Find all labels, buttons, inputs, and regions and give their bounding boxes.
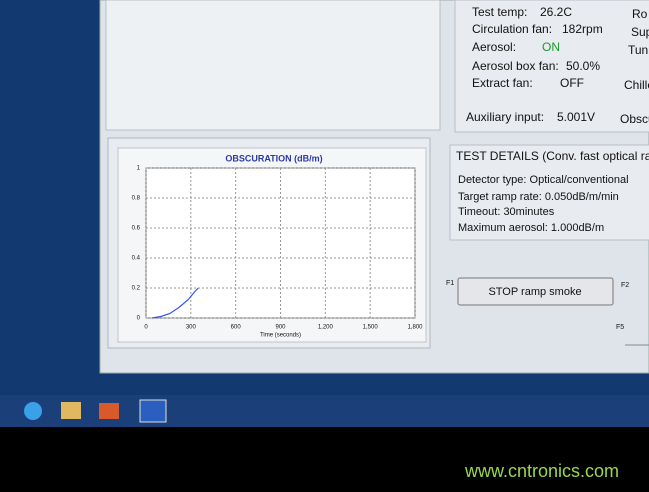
media-icon[interactable] [99,403,119,419]
x-tick-label: 600 [231,325,242,331]
status-value: ON [542,40,560,54]
chart-title: OBSCURATION (dB/m) [225,153,322,163]
y-tick-label: 0.6 [132,226,141,232]
x-axis-label: Time (seconds) [260,333,301,339]
status-cut-label: Chille [624,78,649,92]
detail-line: Target ramp rate: 0.050dB/m/min [458,191,619,203]
status-label: Extract fan: [472,76,533,90]
key-label: F5 [616,324,624,331]
key-label: F1 [446,280,454,287]
status-cut-label: Obscu [620,112,649,126]
browser-icon[interactable] [24,402,42,420]
test-details-panel [449,144,649,241]
status-label: Auxiliary input: [466,110,544,124]
y-tick-label: 0.8 [132,196,141,202]
x-tick-label: 0 [144,325,148,331]
plot-area [145,167,416,319]
y-tick-label: 0.4 [132,256,141,262]
detail-line: Timeout: 30minutes [458,206,555,218]
status-value: 50.0% [566,59,600,73]
status-panel [454,0,649,133]
status-label: Aerosol: [472,40,516,54]
stop-button[interactable] [457,277,614,306]
x-tick-label: 1,200 [318,325,334,331]
taskbar [0,395,649,427]
x-tick-label: 1,800 [407,325,423,331]
detail-line: Detector type: Optical/conventional [458,174,629,186]
watermark: www.cntronics.com [464,461,619,481]
data-line [151,287,199,319]
status-value: 182rpm [562,22,603,36]
status-label: Circulation fan: [472,22,552,36]
x-tick-label: 1,500 [363,325,379,331]
key-label: F2 [621,282,629,289]
status-label: Aerosol box fan: [472,59,559,73]
status-label: Test temp: [472,5,527,19]
button-label[interactable]: STOP ramp smoke [488,286,581,298]
y-tick-label: 0.2 [132,286,141,292]
y-tick-label: 1 [137,166,141,172]
folder-icon[interactable] [61,402,81,419]
status-cut-label: Sup [631,25,649,39]
x-tick-label: 900 [275,325,286,331]
top-left-panel [105,0,441,131]
status-value: OFF [560,76,584,90]
detail-line: Maximum aerosol: 1.000dB/m [458,222,604,234]
app-icon[interactable] [139,399,167,423]
x-tick-label: 300 [186,325,197,331]
status-value: 5.001V [557,110,595,124]
status-value: 26.2C [540,5,572,19]
details-title: TEST DETAILS (Conv. fast optical ra [456,149,649,163]
status-cut-label: Ro [632,7,648,21]
y-tick-label: 0 [137,316,141,322]
status-cut-label: Tun [628,43,648,57]
